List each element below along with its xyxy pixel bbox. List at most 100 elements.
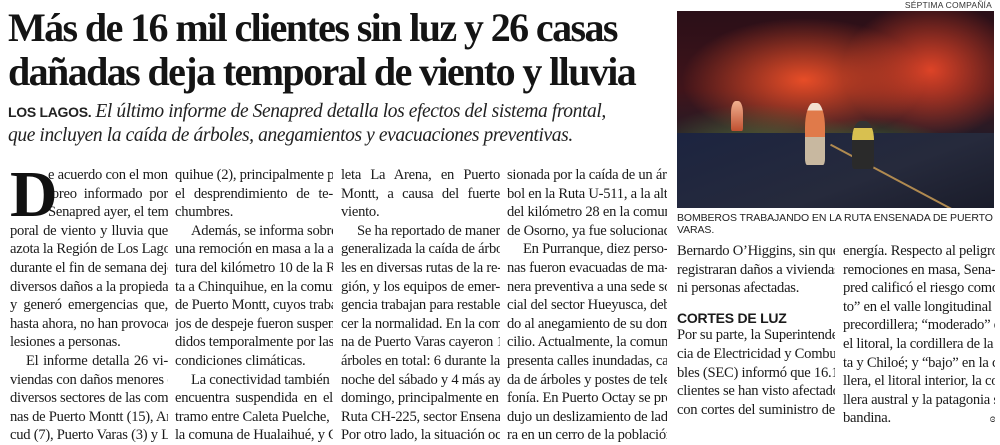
text-line: sionada por la caída de un ár- [507, 166, 667, 185]
paragraph: Además, se informa sobre una remoción en … [175, 222, 333, 371]
text-line-content: precordillera; “moderado” en [843, 317, 995, 334]
paragraph: Por su parte, la Superintenden-cia de El… [677, 326, 835, 419]
text-line: árboles en total: 6 durante la [341, 352, 500, 371]
deck-line: LOS LAGOS. El último informe de Senapred … [8, 100, 668, 124]
article-column: sionada por la caída de un ár-bol en la … [507, 166, 667, 445]
paragraph: En Purranque, diez perso-nas fueron evac… [507, 240, 667, 445]
text-line: condiciones climáticas. [175, 352, 333, 371]
paragraph: Se ha reportado de manera generalizada la… [341, 222, 500, 445]
text-line-content: leta La Arena, en Puerto [341, 167, 500, 183]
text-line-content: hasta ahora, no han provocado [10, 315, 168, 332]
text-line: la comuna de Hualaihué, y Ca- [175, 426, 333, 445]
text-line: toreo informado por [10, 185, 168, 204]
photo-firefighter [805, 103, 825, 165]
paragraph: El informe detalla 26 vi-viendas con dañ… [10, 352, 168, 445]
text-line-content: sionada por la caída de un ár- [507, 167, 667, 183]
text-line: didos temporalmente por las [175, 333, 333, 352]
article-column: leta La Arena, en Puerto Montt, a causa d… [341, 166, 500, 445]
text-line-content: nera preventiva a una sede so- [507, 278, 667, 295]
end-mark-icon: ɞ [989, 411, 995, 426]
text-line: cial del sector Hueyusca, debi- [507, 296, 667, 315]
text-line: viento. [341, 203, 500, 222]
text-line: una remoción en masa a la al- [175, 240, 333, 259]
text-line: gión, y los equipos de emer- [341, 278, 500, 297]
text-line-content: árboles en total: 6 durante la [341, 352, 500, 369]
text-line-content: presenta calles inundadas, caí- [507, 352, 667, 369]
text-line: encuentra suspendida en el [175, 389, 333, 408]
text-line: cud (7), Puerto Varas (3) y Llan- [10, 426, 168, 445]
text-line: del kilómetro 28 en la comuna [507, 203, 667, 222]
drop-cap: D [10, 158, 58, 231]
text-line-content: Senapred ayer, el tem- [48, 204, 168, 221]
news-photo [677, 11, 994, 208]
text-line-content: viendas con daños menores en [10, 371, 168, 388]
text-line: lesiones a personas. [10, 333, 168, 352]
photo-credit: SÉPTIMA COMPAÑÍA [904, 0, 992, 10]
text-line: llera, el litoral interior, la cordi- [843, 372, 995, 391]
text-line-content: chumbres. [175, 204, 234, 221]
paragraph: La conectividad también se encuentra susp… [175, 371, 333, 445]
text-line-content: ra en un cerro de la población [507, 427, 667, 444]
text-line: remociones en masa, Sena- [843, 261, 995, 280]
text-line-content: domingo, principalmente en la [341, 390, 500, 407]
text-line-content: diversos daños a la propiedad [10, 278, 168, 295]
text-line-content: cial del sector Hueyusca, debi- [507, 297, 667, 314]
text-line-content: Se ha reportado de manera [357, 222, 500, 239]
deck-kicker: LOS LAGOS. [8, 104, 92, 120]
text-line: ra en un cerro de la población [507, 426, 667, 445]
text-line-content: Montt, a causa del fuerte [341, 185, 500, 202]
text-line: con cortes del suministro de [677, 401, 835, 420]
text-line: diversos sectores de las comu- [10, 389, 168, 408]
text-line-content: cia de Electricidad y Combusti- [677, 345, 835, 362]
photo-caption: BOMBEROS TRABAJANDO EN LA RUTA ENSENADA … [677, 212, 993, 236]
text-line-content: na de Puerto Varas cayeron 10 [341, 334, 500, 351]
text-line-content: remociones en masa, Sena- [843, 261, 995, 278]
text-line: diversos daños a la propiedad [10, 278, 168, 297]
deck-line: que incluyen la caída de árboles, anegam… [8, 125, 573, 146]
text-line: nas de Puerto Montt (15), An- [10, 408, 168, 427]
headline-line: dañadas deja temporal de viento y lluvia [8, 49, 637, 94]
text-line: na de Puerto Varas cayeron 10 [341, 333, 500, 352]
text-line: les en diversas rutas de la re- [341, 259, 500, 278]
paragraph: quihue (2), principalmente por el despren… [175, 166, 333, 222]
text-line-content: clientes se han visto afectados [677, 383, 835, 400]
photo-firefighter [852, 121, 874, 169]
text-line-content: toreo informado por [48, 185, 168, 202]
text-line: noche del sábado y 4 más ayer [341, 371, 500, 390]
text-line-content: Bernardo O’Higgins, sin que se [677, 243, 835, 259]
text-line: el litoral, la cordillera de la cos- [843, 335, 995, 354]
text-line-content: el desprendimiento de te- [175, 185, 333, 202]
text-line: generalizada la caída de árbo- [341, 240, 500, 259]
text-line: azota la Región de Los Lagos [10, 240, 168, 259]
text-line: cer la normalidad. En la comu- [341, 315, 500, 334]
text-line: Montt, a causa del fuerte [341, 185, 500, 204]
text-line-content: nas fueron evacuadas de ma- [507, 259, 667, 276]
text-line-content: durante el fin de semana dejó [10, 259, 168, 276]
text-line: y generó emergencias que, [10, 296, 168, 315]
text-line: pred calificó el riesgo como “al- [843, 279, 995, 298]
text-line: Por su parte, la Superintenden- [677, 326, 835, 345]
text-line-content: encuentra suspendida en el [175, 390, 333, 407]
text-line: El informe detalla 26 vi- [10, 352, 168, 371]
text-line-content: poral de viento y lluvia que [10, 222, 168, 239]
text-line: ni personas afectadas. [677, 279, 835, 298]
text-line: jos de despeje fueron suspen- [175, 315, 333, 334]
article-column: quihue (2), principalmente por el despren… [175, 166, 333, 445]
text-line: ta a Chinquihue, en la comuna [175, 278, 333, 297]
text-line: hasta ahora, no han provocado [10, 315, 168, 334]
text-line-content: lesiones a personas. [10, 334, 121, 351]
text-line: energía. Respecto al peligro de [843, 242, 995, 261]
text-line: En Purranque, diez perso- [507, 240, 667, 259]
text-line: durante el fin de semana dejó [10, 259, 168, 278]
text-line: bol en la Ruta U-511, a la altura [507, 185, 667, 204]
text-line-content: quihue (2), principalmente por [175, 167, 333, 183]
text-line-content: llera, el litoral interior, la cordi- [843, 373, 995, 390]
text-line: nera preventiva a una sede so- [507, 278, 667, 297]
text-line: cilio. Actualmente, la comuna [507, 333, 667, 352]
text-line-content: e acuerdo con el moni- [48, 167, 168, 183]
text-line-content: to” en el valle longitudinal y la [843, 298, 995, 315]
text-line-content: jos de despeje fueron suspen- [175, 315, 333, 332]
text-line-content: cud (7), Puerto Varas (3) y Llan- [10, 427, 168, 444]
text-line-content: gencia trabajan para restable- [341, 297, 500, 314]
text-line: cia de Electricidad y Combusti- [677, 345, 835, 364]
